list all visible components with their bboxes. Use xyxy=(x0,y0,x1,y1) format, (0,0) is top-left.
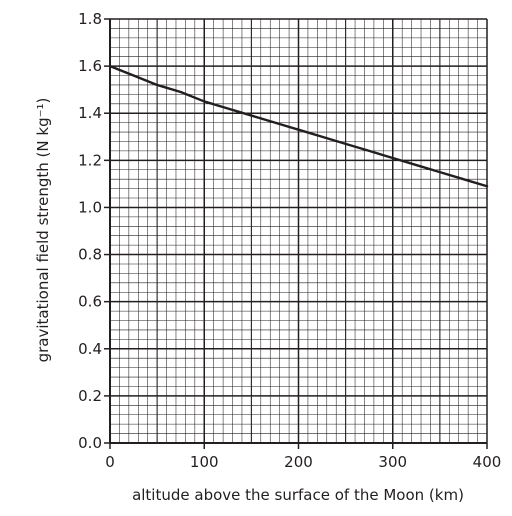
y-tick-label: 1.0 xyxy=(78,198,102,216)
x-tick-label: 0 xyxy=(105,453,115,471)
minor-gridlines xyxy=(110,19,487,443)
y-axis-label: gravitational field strength (N kg⁻¹) xyxy=(34,98,52,363)
x-tick-labels: 0 100 200 300 400 xyxy=(105,453,501,471)
x-tick-label: 300 xyxy=(378,453,407,471)
series-line xyxy=(108,64,489,188)
y-tick-label: 1.8 xyxy=(78,10,102,28)
x-tick-label: 100 xyxy=(190,453,219,471)
tick-marks xyxy=(104,18,488,449)
series-group xyxy=(108,64,489,188)
y-tick-label: 0.6 xyxy=(78,293,102,311)
y-tick-label: 0.2 xyxy=(78,387,102,405)
x-tick-label: 200 xyxy=(284,453,313,471)
y-tick-label: 0.4 xyxy=(78,340,102,358)
y-tick-label: 0.8 xyxy=(78,246,102,264)
y-tick-label: 0.0 xyxy=(78,434,102,452)
y-tick-label: 1.6 xyxy=(78,57,102,75)
x-tick-label: 400 xyxy=(473,453,502,471)
y-tick-label: 1.4 xyxy=(78,104,102,122)
y-tick-labels: 0.0 0.2 0.4 0.6 0.8 1.0 1.2 1.4 1.6 1.8 xyxy=(78,10,102,452)
y-tick-label: 1.2 xyxy=(78,151,102,169)
x-axis-label: altitude above the surface of the Moon (… xyxy=(132,486,464,504)
